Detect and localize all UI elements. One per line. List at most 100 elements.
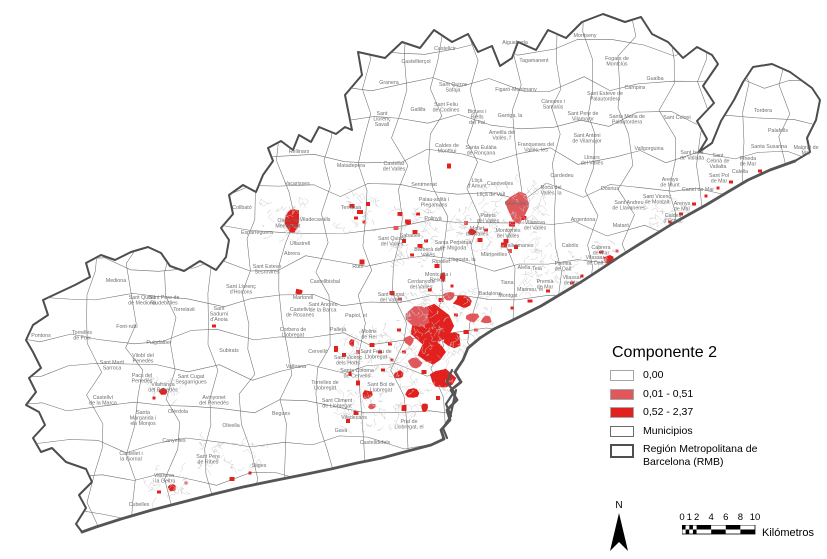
scale-tick-label: 0	[679, 512, 685, 523]
census-detail-line	[490, 250, 499, 258]
census-detail-line	[460, 386, 467, 392]
census-detail-line	[340, 425, 352, 434]
legend-item-label: 0,01 - 0,51	[643, 387, 694, 400]
choropleth-dot	[388, 342, 392, 346]
census-detail-line	[473, 356, 483, 366]
census-detail-line	[456, 335, 460, 340]
census-detail-line	[467, 238, 470, 249]
census-detail-line	[526, 187, 538, 195]
census-detail-line	[424, 344, 434, 354]
scale-tick-label: 1	[686, 512, 692, 523]
municipality-label: Olèrdola	[168, 409, 188, 415]
census-detail-line	[171, 399, 178, 406]
census-detail-line	[490, 197, 503, 203]
census-detail-line	[372, 228, 377, 232]
municipality-label: Torrelles de Foix	[72, 330, 92, 341]
municipality-label: Sentmenat	[411, 182, 437, 188]
census-detail-line	[538, 210, 545, 215]
municipality-label: Sant Cebrià de Vallalta	[707, 153, 730, 170]
scale-tick-label: 6	[723, 512, 729, 523]
municipality-label: Fogars de Montclús	[605, 56, 629, 67]
census-detail-line	[293, 226, 298, 231]
census-detail-line	[541, 189, 545, 199]
census-detail-line	[354, 362, 358, 368]
census-detail-line	[429, 235, 438, 240]
census-detail-line	[510, 223, 516, 226]
census-detail-line	[347, 344, 355, 355]
census-detail-line	[221, 442, 225, 445]
census-detail-line	[417, 300, 423, 305]
choropleth-dot	[412, 230, 418, 234]
census-detail-line	[458, 336, 462, 342]
census-detail-line	[372, 355, 377, 359]
census-detail-line	[571, 255, 575, 259]
municipality-label: Castellcir	[434, 46, 456, 52]
census-detail-line	[477, 376, 483, 383]
census-detail-line	[671, 207, 675, 213]
census-detail-line	[531, 207, 539, 214]
census-detail-line	[142, 377, 151, 385]
municipality-label: Ullastrell	[290, 241, 310, 247]
choropleth-dot	[570, 281, 574, 285]
municipality-label: Teià	[532, 266, 542, 272]
census-detail-line	[332, 223, 338, 230]
choropleth-dot	[447, 163, 451, 169]
census-detail-line	[420, 227, 429, 232]
census-detail-line	[419, 217, 424, 219]
port-breakwater	[441, 368, 458, 440]
census-detail-line	[477, 364, 483, 369]
census-detail-line	[421, 346, 426, 355]
map-labels: Castellcir Castellterçol Granera Sant Quirz…	[31, 33, 818, 508]
census-detail-line	[415, 335, 420, 341]
choropleth-patch	[465, 313, 480, 323]
census-detail-line	[383, 338, 389, 344]
choropleth-dot	[668, 220, 672, 224]
census-detail-line	[437, 337, 441, 345]
census-detail-line	[463, 344, 468, 349]
census-detail-line	[422, 255, 429, 261]
census-detail-line	[594, 241, 603, 246]
municipality-label: Prat de Llobregat, el	[394, 419, 423, 430]
census-detail-line	[491, 322, 495, 326]
census-detail-line	[487, 230, 494, 239]
census-detail-line	[422, 360, 432, 363]
municipality-label: Viladecavalls	[300, 217, 331, 223]
census-detail-line	[405, 246, 410, 260]
municipality-label: Canet de Mar	[682, 187, 714, 193]
census-detail-line	[433, 328, 442, 337]
census-detail-line	[506, 247, 511, 254]
census-detail-line	[423, 206, 430, 212]
census-detail-line	[414, 378, 419, 384]
census-detail-line	[242, 436, 248, 441]
census-detail-line	[406, 300, 414, 305]
census-detail-line	[552, 281, 559, 284]
census-detail-line	[453, 313, 459, 320]
census-detail-line	[527, 288, 535, 293]
census-detail-line	[439, 299, 450, 311]
census-detail-line	[397, 348, 404, 354]
census-detail-line	[525, 283, 533, 289]
census-detail-line	[458, 311, 463, 317]
census-detail-line	[533, 179, 536, 184]
census-detail-line	[173, 485, 178, 494]
municipality-label: Castellet i la Gornal	[119, 451, 142, 462]
census-detail-line	[420, 238, 429, 244]
choropleth-dot	[418, 330, 422, 334]
census-detail-line	[376, 364, 385, 369]
census-detail-line	[344, 355, 349, 363]
municipality-label: Vilanova i la Geltrú	[153, 473, 176, 484]
census-detail-line	[527, 186, 533, 194]
municipality-label: Subirats	[219, 348, 239, 354]
municipality-label: Castelldefels	[360, 440, 391, 446]
municipality-label: Castellbisbal	[310, 279, 340, 285]
census-detail-line	[356, 196, 363, 203]
census-detail-line	[399, 352, 409, 364]
census-detail-line	[398, 214, 405, 219]
census-detail-line	[486, 292, 492, 298]
census-detail-line	[363, 394, 368, 402]
choropleth-dot	[428, 288, 432, 292]
census-detail-line	[353, 354, 360, 362]
census-detail-line	[492, 183, 498, 191]
census-detail-line	[398, 401, 403, 407]
census-detail-line	[369, 196, 375, 203]
